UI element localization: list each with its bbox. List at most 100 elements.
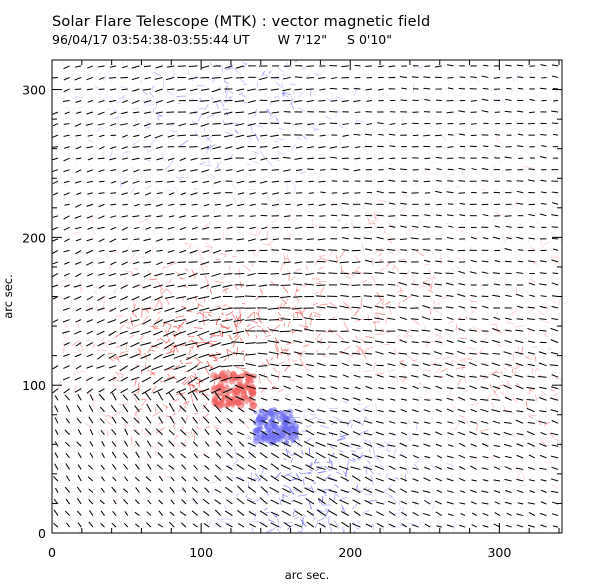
field-contour <box>292 514 298 518</box>
field-vector <box>529 98 535 101</box>
field-contour <box>318 255 326 257</box>
field-vector <box>282 157 291 159</box>
field-vector <box>245 363 256 367</box>
field-vector <box>89 428 94 436</box>
field-contour <box>412 182 419 187</box>
field-vector <box>109 249 117 253</box>
field-vector <box>446 64 454 67</box>
field-vector <box>494 260 501 263</box>
field-vector <box>135 441 140 447</box>
field-vector <box>445 329 454 332</box>
field-vector <box>124 476 129 482</box>
field-vector <box>469 145 477 148</box>
field-vector <box>179 203 186 206</box>
field-vector <box>492 328 501 332</box>
field-vector <box>366 100 373 102</box>
field-vector <box>341 521 350 528</box>
field-contour <box>434 234 444 238</box>
field-vector <box>529 225 535 228</box>
field-vector <box>481 157 489 159</box>
field-vector <box>294 226 303 229</box>
latitude-label: S 0'10" <box>347 32 392 47</box>
field-vector <box>551 282 559 286</box>
field-vector <box>120 123 128 126</box>
field-contour <box>225 131 235 136</box>
field-contour <box>392 263 400 272</box>
field-vector <box>374 305 384 309</box>
field-contour <box>121 350 129 354</box>
field-vector <box>491 398 501 401</box>
field-vector <box>121 180 128 185</box>
field-contour <box>255 108 257 117</box>
field-vector <box>110 65 117 68</box>
field-contour <box>140 334 145 340</box>
field-contour <box>210 96 214 101</box>
field-vector <box>52 319 59 323</box>
field-vector <box>469 385 477 390</box>
field-vector <box>307 408 315 413</box>
field-contour <box>121 94 126 102</box>
field-vector <box>480 408 489 413</box>
field-vector <box>221 342 233 346</box>
field-vector <box>305 88 314 90</box>
field-contour <box>260 467 265 478</box>
field-contour <box>424 396 434 401</box>
field-vector <box>528 213 535 217</box>
field-vector <box>550 386 559 390</box>
field-vector <box>99 146 105 150</box>
field-vector <box>260 397 268 401</box>
field-vector <box>327 453 338 459</box>
field-contour <box>385 301 391 306</box>
field-contour <box>129 334 135 339</box>
field-contour <box>503 277 507 286</box>
field-vector <box>165 272 175 276</box>
field-vector <box>63 146 70 149</box>
field-contour <box>520 190 527 197</box>
field-contour <box>488 151 494 155</box>
field-vector <box>144 391 152 401</box>
field-contour <box>163 474 171 479</box>
field-contour <box>224 67 234 71</box>
field-contour <box>492 329 502 333</box>
field-contour <box>244 495 252 501</box>
field-vector <box>315 452 326 459</box>
field-contour <box>488 519 494 523</box>
field-vector <box>77 522 82 528</box>
field-vector <box>120 342 128 347</box>
field-contour <box>235 346 239 356</box>
field-vector <box>354 386 361 390</box>
field-vector <box>340 489 349 493</box>
field-vector <box>388 65 396 68</box>
field-contour <box>161 288 167 294</box>
field-contour <box>176 95 186 97</box>
field-vector <box>272 203 280 206</box>
field-vector <box>190 192 198 196</box>
field-vector <box>132 215 140 218</box>
field-contour <box>413 463 418 469</box>
field-contour <box>491 218 494 226</box>
field-core <box>258 408 264 414</box>
field-vector <box>341 362 349 367</box>
field-vector <box>133 261 140 265</box>
field-vector <box>130 330 140 335</box>
field-vector <box>283 169 291 172</box>
field-contour <box>491 402 495 409</box>
field-contour <box>361 242 364 252</box>
field-vector <box>144 180 152 183</box>
field-contour <box>235 436 239 441</box>
field-contour <box>503 405 506 411</box>
field-vector <box>97 342 105 347</box>
field-contour <box>331 316 336 319</box>
field-vector <box>479 375 489 378</box>
field-vector <box>119 365 129 372</box>
field-contour <box>289 488 295 496</box>
field-contour <box>363 370 372 373</box>
field-vector <box>412 398 419 401</box>
field-vector <box>177 272 187 276</box>
field-vector <box>472 512 477 516</box>
field-contour <box>398 338 403 341</box>
field-contour <box>338 449 344 453</box>
field-vector <box>88 521 94 528</box>
field-contour <box>140 399 148 407</box>
field-vector <box>284 215 291 218</box>
